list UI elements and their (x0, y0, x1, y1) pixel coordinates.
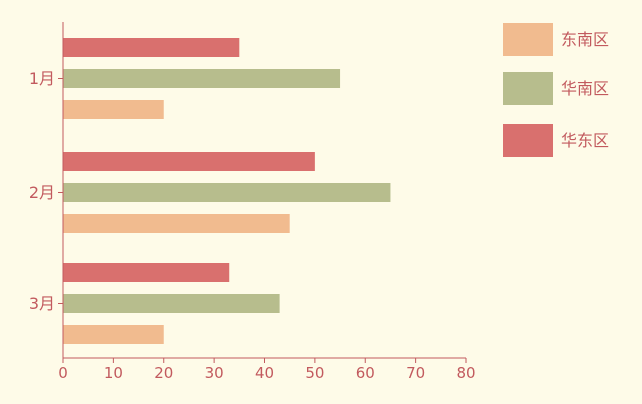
legend-swatch (503, 72, 553, 105)
x-tick-label: 40 (255, 364, 274, 382)
legend-label: 东南区 (561, 30, 609, 49)
x-tick-label: 80 (456, 364, 475, 382)
bar-1-1 (63, 38, 240, 57)
bar-3-1 (63, 263, 230, 282)
x-tick-label: 20 (154, 364, 173, 382)
bar-3-3 (63, 325, 164, 344)
x-tick-label: 50 (305, 364, 324, 382)
x-tick-label: 70 (406, 364, 425, 382)
x-tick-label: 0 (58, 364, 68, 382)
x-tick-label: 60 (356, 364, 375, 382)
y-axis: 1月 2月 3月 (29, 22, 64, 358)
x-tick-label: 30 (205, 364, 224, 382)
bar-1-2 (63, 69, 341, 88)
bar-2-3 (63, 214, 290, 233)
legend-swatch (503, 23, 553, 56)
plot-area (63, 38, 391, 344)
x-axis: 0 10 20 30 40 50 60 70 80 (58, 357, 476, 382)
legend-label: 华南区 (561, 79, 609, 98)
bar-2-2 (63, 183, 391, 202)
bar-1-3 (63, 100, 164, 119)
bar-3-2 (63, 294, 280, 313)
category-label: 3月 (29, 294, 55, 313)
legend-label: 华东区 (561, 131, 609, 150)
legend-swatch (503, 124, 553, 157)
bar-2-1 (63, 152, 315, 171)
category-label: 1月 (29, 69, 55, 88)
x-tick-label: 10 (104, 364, 123, 382)
category-label: 2月 (29, 183, 55, 202)
